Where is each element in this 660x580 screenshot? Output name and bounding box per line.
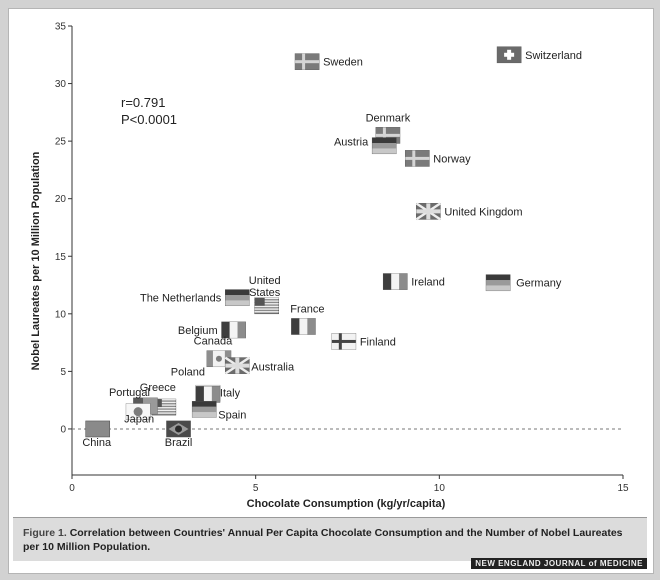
x-tick-label: 5 bbox=[253, 483, 259, 494]
point-label-ireland: Ireland bbox=[411, 277, 445, 289]
point-label-finland: Finland bbox=[360, 336, 396, 348]
data-point-spain bbox=[191, 401, 217, 418]
data-point-finland bbox=[331, 333, 357, 350]
point-label-italy: Italy bbox=[220, 387, 241, 399]
x-tick-label: 0 bbox=[69, 483, 75, 494]
y-tick-label: 35 bbox=[55, 22, 67, 33]
y-tick-label: 30 bbox=[55, 79, 67, 90]
journal-credit: NEW ENGLAND JOURNAL of MEDICINE bbox=[471, 558, 647, 569]
caption-text: Correlation between Countries' Annual Pe… bbox=[23, 527, 623, 553]
point-label-france: France bbox=[290, 303, 324, 315]
point-label-china: China bbox=[82, 437, 112, 449]
point-label-denmark: Denmark bbox=[366, 112, 411, 124]
data-point-italy bbox=[195, 386, 221, 403]
data-point-united-states bbox=[254, 297, 279, 315]
y-tick-label: 15 bbox=[55, 252, 67, 263]
scatter-chart: 0 5 10 15 20 25 30 35 0 5 10 15 Switzerland Sweden De… bbox=[30, 22, 629, 511]
data-point-switzerland bbox=[496, 46, 522, 64]
point-label-portugal: Portugal bbox=[109, 387, 150, 399]
data-point-sweden bbox=[294, 53, 320, 70]
point-label-australia: Australia bbox=[251, 362, 295, 374]
point-label-canada: Canada bbox=[194, 336, 233, 348]
data-point-france bbox=[291, 318, 316, 335]
point-label-united-kingdom: United Kingdom bbox=[444, 206, 522, 218]
y-tick-label: 20 bbox=[55, 194, 67, 205]
point-label-japan: Japan bbox=[124, 414, 154, 426]
data-point-brazil bbox=[166, 420, 191, 438]
x-tick-label: 15 bbox=[617, 483, 629, 494]
figure-caption: Figure 1. Correlation between Countries'… bbox=[13, 517, 647, 561]
data-point-china bbox=[85, 420, 111, 438]
data-point-australia bbox=[224, 356, 250, 375]
data-point-norway bbox=[404, 150, 430, 167]
x-axis-title: Chocolate Consumption (kg/yr/capita) bbox=[247, 498, 446, 510]
data-point-united-kingdom bbox=[415, 202, 442, 221]
data-point-germany bbox=[485, 274, 511, 292]
y-axis-title: Nobel Laureates per 10 Million Populatio… bbox=[30, 151, 42, 370]
data-point-japan bbox=[125, 403, 151, 420]
point-label-brazil: Brazil bbox=[165, 437, 193, 449]
y-tick-label: 5 bbox=[60, 367, 66, 378]
point-label-the-netherlands: The Netherlands bbox=[140, 293, 222, 305]
y-tick-label: 25 bbox=[55, 137, 67, 148]
point-label-belgium: Belgium bbox=[178, 325, 218, 337]
point-label-austria: Austria bbox=[334, 137, 369, 149]
point-label-norway: Norway bbox=[433, 153, 471, 165]
data-point-the-netherlands bbox=[225, 289, 250, 307]
point-label-greece: Greece bbox=[140, 382, 176, 394]
point-label-sweden: Sweden bbox=[323, 57, 363, 69]
r-value-annotation: r=0.791 bbox=[121, 95, 165, 110]
p-value-annotation: P<0.0001 bbox=[121, 112, 177, 127]
point-label-spain: Spain bbox=[218, 409, 246, 421]
point-label-united-states: United States bbox=[249, 275, 281, 299]
point-label-germany: Germany bbox=[516, 278, 562, 290]
data-point-austria bbox=[371, 137, 397, 155]
data-point-ireland bbox=[382, 273, 408, 290]
figure-frame: 0 5 10 15 20 25 30 35 0 5 10 15 Switzerland Sweden De… bbox=[8, 8, 654, 574]
caption-label: Figure 1. bbox=[23, 527, 67, 539]
y-tick-label: 10 bbox=[55, 309, 67, 320]
point-label-poland: Poland bbox=[171, 366, 205, 378]
y-tick-label: 0 bbox=[60, 424, 66, 435]
point-label-switzerland: Switzerland bbox=[525, 50, 582, 62]
data-point-belgium bbox=[221, 321, 246, 339]
x-tick-label: 10 bbox=[434, 483, 446, 494]
